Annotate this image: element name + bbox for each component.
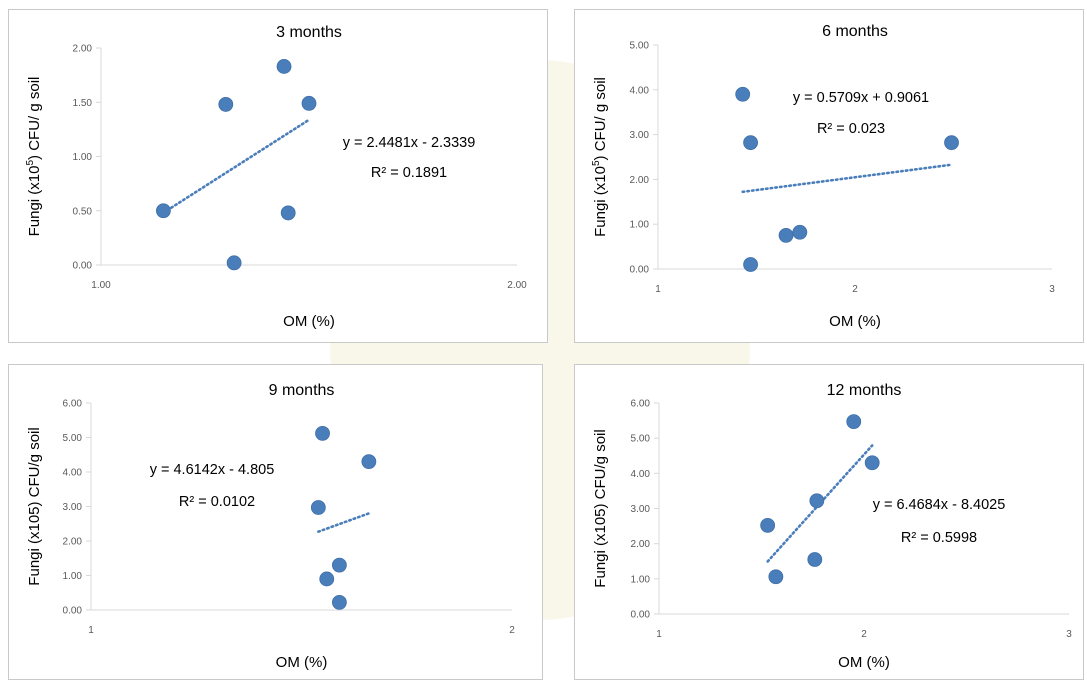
y-axis-title-part: ) CFU/ g soil	[592, 77, 609, 160]
x-axis-title: OM (%)	[283, 313, 335, 330]
y-tick-label: 0.00	[630, 265, 650, 276]
y-axis-title: Fungi (x105) CFU/ g soil	[591, 77, 609, 237]
y-tick-label: 6.00	[63, 399, 83, 410]
y-axis-title: Fungi (x105) CFU/g soil	[592, 429, 609, 587]
y-tick-label: 5.00	[630, 41, 650, 52]
trendline	[766, 444, 874, 563]
data-point	[809, 493, 825, 509]
y-tick-label: 1.00	[631, 574, 651, 585]
y-tick-label: 2.00	[631, 539, 651, 550]
y-tick-label: 6.00	[631, 399, 651, 410]
data-point	[735, 86, 751, 102]
y-tick-label: 4.00	[63, 468, 83, 479]
y-tick-label: 1.00	[73, 152, 93, 163]
x-tick-label: 2	[861, 629, 867, 640]
y-tick-label: 1.00	[63, 571, 83, 582]
trendline	[317, 512, 371, 533]
trendline-equation: y = 2.4481x - 2.3339	[343, 135, 476, 151]
y-tick-label: 4.00	[630, 85, 650, 96]
y-tick-label: 2.00	[73, 44, 93, 55]
x-tick-label: 1	[656, 629, 662, 640]
data-point	[301, 95, 317, 111]
data-point	[807, 552, 823, 567]
chart-title: 12 months	[827, 382, 902, 399]
chart-12-months: 0.00 1.00 2.00 3.00 4.00 5.00 6.00 1 2 3 12 months…	[592, 382, 1072, 671]
trendline	[741, 163, 953, 194]
chart-title: 9 months	[269, 382, 335, 399]
y-tick-label: 0.00	[631, 610, 651, 621]
chart-title: 3 months	[276, 24, 342, 41]
data-point	[778, 227, 794, 243]
trendline-equation: y = 6.4684x - 8.4025	[873, 497, 1006, 513]
y-tick-label: 3.00	[631, 504, 651, 515]
data-point	[768, 569, 784, 585]
y-tick-label: 2.00	[63, 537, 83, 548]
data-point	[331, 557, 347, 573]
chart-title: 6 months	[822, 23, 888, 40]
data-point	[310, 500, 326, 515]
data-point	[319, 571, 335, 587]
y-tick-label: 1.00	[630, 220, 650, 231]
y-tick-label: 0.00	[63, 606, 83, 617]
data-point	[792, 224, 808, 240]
chart-panel-3-months: 0.00 0.50 1.00 1.50 2.00 1.00 2.00 3 months OM (…	[8, 9, 548, 343]
y-tick-label: 1.50	[73, 98, 93, 109]
y-tick-label: 0.00	[73, 261, 93, 272]
x-tick-label: 1.00	[91, 280, 111, 291]
r-squared-label: R² = 0.0102	[179, 494, 255, 510]
trendline-equation: y = 4.6142x - 4.805	[150, 462, 275, 478]
data-point	[760, 517, 776, 533]
x-tick-label: 2	[509, 625, 515, 636]
y-tick-label: 0.50	[73, 206, 93, 217]
x-tick-label: 3	[1049, 284, 1055, 295]
data-point	[280, 205, 296, 221]
x-tick-label: 1	[88, 625, 94, 636]
data-point	[155, 203, 171, 219]
chart-3-months: 0.00 0.50 1.00 1.50 2.00 1.00 2.00 3 months OM (…	[25, 24, 527, 330]
r-squared-label: R² = 0.5998	[901, 530, 977, 546]
x-tick-label: 2.00	[507, 280, 527, 291]
chart-9-months: 0.00 1.00 2.00 3.00 4.00 5.00 6.00 1 2 9 months OM…	[26, 382, 515, 671]
data-point	[743, 135, 758, 151]
data-point	[315, 425, 330, 441]
y-axis-title-superscript: 5	[25, 160, 36, 166]
data-point	[743, 257, 758, 272]
data-point	[864, 455, 880, 471]
y-axis-title: Fungi (x105) CFU/g soil	[26, 427, 43, 585]
y-tick-label: 5.00	[631, 434, 651, 445]
y-axis-title-superscript: 5	[591, 160, 602, 166]
y-tick-label: 4.00	[631, 469, 651, 480]
trendline	[162, 118, 311, 215]
x-axis-title: OM (%)	[829, 313, 881, 330]
y-tick-label: 3.00	[630, 130, 650, 141]
y-axis-title-part: Fungi (x105) CFU/g soil	[26, 427, 43, 585]
y-axis-title-part: ) CFU/ g soil	[26, 77, 43, 160]
data-point	[944, 135, 959, 151]
data-point	[331, 595, 347, 610]
x-axis-title: OM (%)	[276, 654, 328, 671]
x-axis-title: OM (%)	[838, 654, 890, 671]
chart-6-months: 0.00 1.00 2.00 3.00 4.00 5.00 1 2 3 6 months OM (%…	[591, 23, 1055, 330]
y-axis-title-part: Fungi (x10	[592, 166, 609, 237]
data-point	[846, 414, 862, 430]
y-axis-title-part: Fungi (x105) CFU/g soil	[592, 429, 609, 587]
data-point	[226, 255, 242, 271]
chart-panel-6-months: 0.00 1.00 2.00 3.00 4.00 5.00 1 2 3 6 months OM (%…	[574, 9, 1084, 343]
r-squared-label: R² = 0.1891	[371, 165, 447, 181]
y-tick-label: 5.00	[63, 433, 83, 444]
x-tick-label: 3	[1066, 629, 1072, 640]
r-squared-label: R² = 0.023	[817, 121, 885, 137]
x-tick-label: 1	[655, 284, 661, 295]
chart-panel-9-months: 0.00 1.00 2.00 3.00 4.00 5.00 6.00 1 2 9 months OM…	[8, 364, 543, 680]
chart-panel-12-months: 0.00 1.00 2.00 3.00 4.00 5.00 6.00 1 2 3 12 months…	[574, 364, 1084, 680]
x-tick-label: 2	[852, 284, 858, 295]
y-axis-title-part: Fungi (x10	[26, 166, 43, 237]
y-tick-label: 3.00	[63, 502, 83, 513]
data-point	[218, 97, 234, 112]
y-tick-label: 2.00	[630, 175, 650, 186]
data-point	[361, 454, 377, 470]
trendline-equation: y = 0.5709x + 0.9061	[793, 90, 929, 106]
y-axis-title: Fungi (x105) CFU/ g soil	[25, 77, 43, 237]
data-point	[276, 59, 292, 74]
